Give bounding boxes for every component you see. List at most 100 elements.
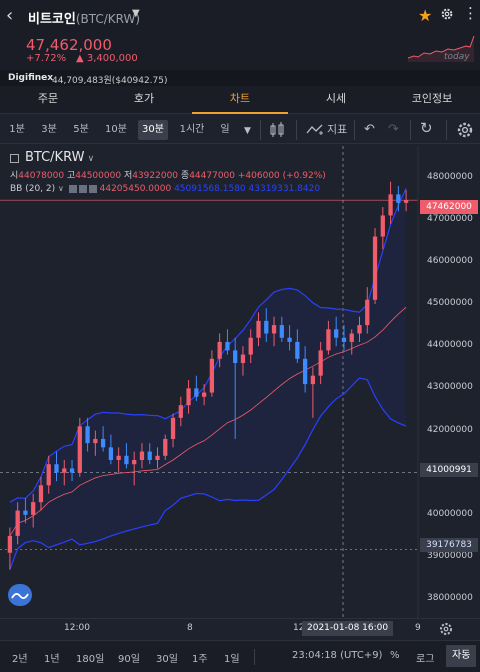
candle — [85, 426, 90, 444]
toolbar-divider — [296, 120, 297, 140]
candle — [341, 337, 347, 342]
open-value: 44078000 — [18, 171, 65, 181]
close-label: 종 — [180, 171, 190, 181]
candle — [310, 375, 316, 385]
candle — [233, 350, 238, 364]
candle — [132, 460, 137, 465]
close-icon[interactable] — [88, 184, 97, 193]
candle — [295, 341, 300, 359]
timeframe-day[interactable]: 일 — [220, 124, 230, 135]
bb-mid-value: 44205450.0000 — [99, 184, 172, 194]
candle — [124, 455, 129, 465]
price-tick: 48000000 — [427, 171, 473, 182]
coin-title[interactable]: 비트코인(BTC/KRW) — [28, 8, 140, 27]
candle — [108, 447, 114, 460]
timeframe-30m[interactable]: 30분 — [138, 120, 168, 140]
time-tick: 8 — [187, 623, 193, 633]
time-tick: 12:00 — [64, 623, 90, 633]
chart-settings-gear-icon[interactable] — [456, 121, 474, 139]
log-toggle[interactable]: 로그 — [416, 654, 435, 665]
pair-caret-icon[interactable]: ∨ — [87, 154, 95, 164]
candle — [388, 194, 393, 216]
gear-icon[interactable] — [440, 7, 454, 21]
exchange-price-row: Digifinex 44,709,483원($40942.75) — [0, 70, 480, 86]
bb-label: BB (20, 2) — [10, 184, 56, 194]
candle — [178, 405, 183, 418]
range-1d[interactable]: 1일 — [224, 654, 240, 665]
timeframe-dropdown-icon[interactable]: ▼ — [244, 126, 251, 136]
settings-icon[interactable] — [78, 184, 87, 193]
legend-change: +406000 (+0.92%) — [237, 171, 326, 181]
candle — [116, 455, 121, 460]
candle-type-icon[interactable] — [270, 122, 284, 138]
bollinger-row[interactable]: BB (20, 2) ∨ 44205450.0000 45091568.1580… — [10, 184, 326, 200]
marker-price-label: 39176783 — [420, 538, 478, 552]
chart-logo-icon[interactable] — [8, 584, 32, 606]
timeframe-3m[interactable]: 3분 — [41, 124, 57, 135]
candle — [155, 455, 160, 460]
sparkline-label: today — [444, 52, 470, 62]
timeframe-5m[interactable]: 5분 — [73, 124, 89, 135]
range-180d[interactable]: 180일 — [76, 654, 105, 665]
timeframe-1h[interactable]: 1시간 — [179, 124, 205, 135]
undo-icon[interactable]: ↶ — [364, 122, 375, 137]
range-1w[interactable]: 1주 — [192, 654, 208, 665]
exchange-price: 44,709,483원($40942.75) — [52, 76, 168, 86]
price-tick: 45000000 — [427, 298, 473, 308]
tab-chart[interactable]: 차트 — [192, 88, 288, 114]
timeframe-1m[interactable]: 1분 — [9, 124, 25, 135]
change-percent: +7.72% — [26, 53, 67, 64]
price-tick: 43000000 — [427, 382, 473, 393]
close-value: 44477000 — [189, 171, 235, 181]
collapse-box-icon[interactable] — [10, 153, 19, 163]
candle — [100, 438, 106, 448]
candle — [357, 325, 362, 334]
tab-coin-info[interactable]: 코인정보 — [411, 92, 453, 105]
candle — [77, 426, 82, 473]
price-tick: 42000000 — [427, 424, 473, 435]
indicator-label[interactable]: 지표 — [327, 123, 348, 136]
time-axis-gear-icon[interactable] — [438, 621, 454, 637]
high-label: 고 — [66, 171, 76, 181]
chart-canvas[interactable] — [0, 146, 480, 618]
reset-icon[interactable]: ↻ — [420, 119, 433, 137]
range-1y[interactable]: 1년 — [44, 654, 60, 665]
candle — [23, 510, 28, 515]
range-2y[interactable]: 2년 — [12, 654, 28, 665]
more-vertical-icon[interactable]: ⋮ — [463, 4, 478, 22]
indicator-icon[interactable] — [306, 123, 324, 137]
candle — [326, 329, 331, 351]
eye-icon[interactable] — [68, 184, 77, 193]
auto-toggle[interactable]: 자동 — [446, 645, 477, 667]
candle — [194, 388, 199, 397]
candle — [62, 468, 67, 473]
toolbar-divider — [446, 120, 447, 140]
utc-clock[interactable]: 23:04:18 (UTC+9) — [292, 650, 383, 661]
toolbar-divider — [260, 120, 261, 140]
candle — [349, 333, 354, 342]
bb-caret-icon[interactable]: ∨ — [58, 184, 64, 193]
caret-down-icon[interactable]: ▼ — [132, 8, 140, 19]
pair-label: BTC/KRW — [25, 150, 85, 165]
tab-orderbook[interactable]: 호가 — [133, 92, 155, 105]
time-axis[interactable]: 12:00 8 12 9 2021-01-08 16:00 — [0, 618, 480, 638]
timeframe-10m[interactable]: 10분 — [105, 124, 127, 135]
candle — [7, 535, 13, 553]
candle — [396, 194, 401, 203]
candle — [403, 200, 409, 203]
tab-order[interactable]: 주문 — [37, 92, 59, 105]
ohlc-row: 시44078000 고44500000 저43922000 종44477000 … — [10, 168, 326, 184]
percent-toggle[interactable]: % — [390, 650, 400, 661]
back-arrow-icon[interactable]: ‹ — [6, 5, 14, 26]
pair-row[interactable]: BTC/KRW ∨ — [10, 150, 326, 168]
candle — [201, 392, 207, 397]
candlestick-chart[interactable] — [0, 146, 480, 618]
range-90d[interactable]: 90일 — [118, 654, 140, 665]
candle — [38, 485, 44, 503]
redo-icon[interactable]: ↷ — [388, 122, 399, 137]
favorite-star-icon[interactable]: ★ — [418, 6, 433, 25]
candle — [69, 468, 75, 473]
tab-market-price[interactable]: 시세 — [325, 92, 347, 105]
candle — [93, 438, 98, 444]
range-30d[interactable]: 30일 — [156, 654, 178, 665]
